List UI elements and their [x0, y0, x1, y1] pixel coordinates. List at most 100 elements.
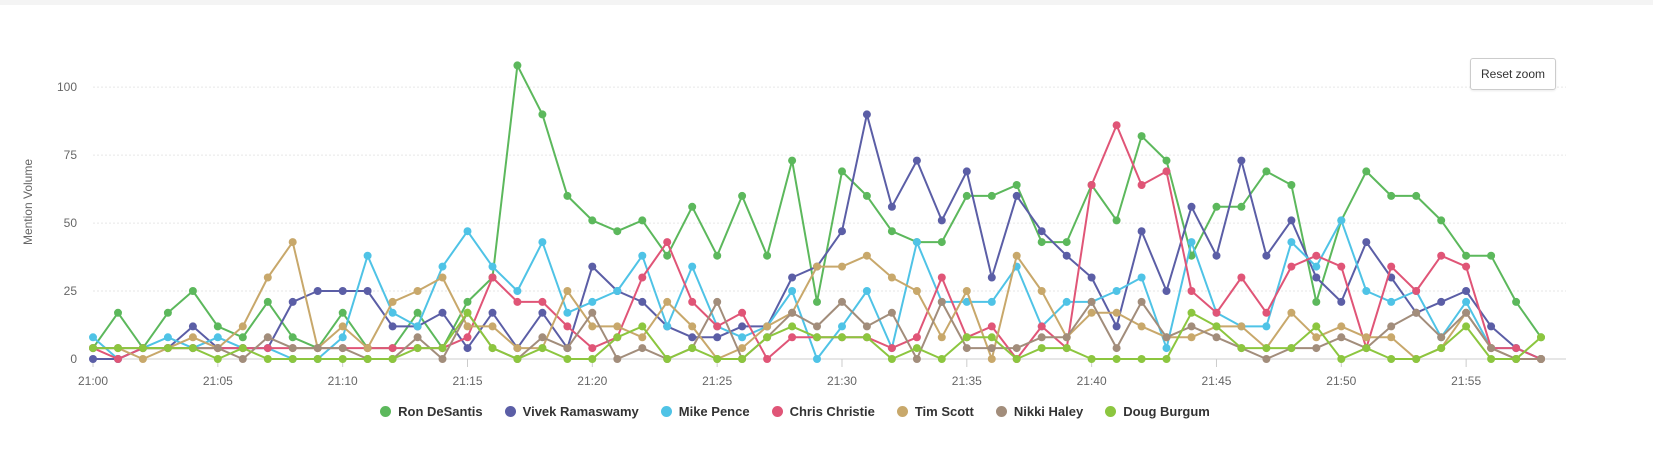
data-point[interactable] [238, 355, 247, 363]
data-point[interactable] [1337, 262, 1346, 271]
data-point[interactable] [638, 344, 647, 353]
data-point[interactable] [1162, 156, 1171, 165]
data-point[interactable] [438, 355, 447, 363]
data-point[interactable] [288, 344, 297, 353]
data-point[interactable] [713, 251, 722, 260]
data-point[interactable] [1337, 333, 1346, 342]
data-point[interactable] [937, 355, 946, 363]
data-point[interactable] [1487, 251, 1496, 260]
data-point[interactable] [89, 344, 97, 353]
data-point[interactable] [288, 355, 297, 363]
data-point[interactable] [388, 322, 397, 331]
data-point[interactable] [613, 333, 622, 342]
data-point[interactable] [1337, 322, 1346, 331]
data-point[interactable] [413, 287, 422, 295]
data-point[interactable] [1237, 322, 1246, 331]
data-point[interactable] [563, 191, 572, 200]
data-point[interactable] [962, 191, 971, 200]
data-point[interactable] [1487, 355, 1496, 363]
data-point[interactable] [1037, 333, 1046, 342]
data-point[interactable] [363, 251, 372, 260]
data-point[interactable] [263, 333, 272, 342]
data-point[interactable] [638, 273, 647, 282]
data-point[interactable] [1262, 322, 1271, 331]
data-point[interactable] [538, 308, 547, 317]
data-point[interactable] [1237, 273, 1246, 282]
data-point[interactable] [114, 355, 122, 363]
data-point[interactable] [987, 273, 996, 282]
data-point[interactable] [1162, 344, 1171, 353]
data-point[interactable] [413, 322, 422, 331]
data-point[interactable] [1237, 156, 1246, 165]
data-point[interactable] [288, 238, 297, 247]
data-point[interactable] [1137, 181, 1146, 189]
data-point[interactable] [513, 287, 522, 295]
data-point[interactable] [1237, 344, 1246, 353]
data-point[interactable] [163, 333, 172, 342]
data-point[interactable] [263, 297, 272, 306]
data-point[interactable] [563, 344, 572, 353]
data-point[interactable] [1337, 297, 1346, 306]
data-point[interactable] [513, 297, 522, 306]
data-point[interactable] [738, 333, 747, 342]
data-point[interactable] [413, 308, 422, 317]
data-point[interactable] [613, 355, 622, 363]
data-point[interactable] [788, 308, 797, 317]
data-point[interactable] [1212, 308, 1221, 317]
data-point[interactable] [838, 262, 846, 271]
data-point[interactable] [788, 287, 797, 295]
data-point[interactable] [1212, 322, 1221, 331]
data-point[interactable] [538, 333, 547, 342]
data-point[interactable] [1162, 167, 1171, 176]
data-point[interactable] [1312, 333, 1321, 342]
data-point[interactable] [887, 273, 896, 282]
data-point[interactable] [1362, 287, 1371, 295]
data-point[interactable] [588, 355, 597, 363]
data-point[interactable] [1387, 262, 1396, 271]
data-point[interactable] [688, 344, 697, 353]
data-point[interactable] [538, 238, 547, 247]
data-point[interactable] [1462, 262, 1471, 271]
data-point[interactable] [1187, 202, 1196, 211]
data-point[interactable] [1287, 344, 1296, 353]
data-point[interactable] [89, 355, 97, 363]
data-point[interactable] [838, 167, 846, 176]
data-point[interactable] [188, 287, 197, 295]
data-point[interactable] [1287, 181, 1296, 189]
data-point[interactable] [1112, 287, 1121, 295]
data-point[interactable] [1287, 216, 1296, 225]
data-point[interactable] [1062, 344, 1071, 353]
data-point[interactable] [1462, 297, 1471, 306]
data-point[interactable] [588, 262, 597, 271]
data-point[interactable] [1112, 308, 1121, 317]
data-point[interactable] [463, 333, 472, 342]
data-point[interactable] [138, 355, 147, 363]
data-point[interactable] [1212, 333, 1221, 342]
data-point[interactable] [1187, 322, 1196, 331]
data-point[interactable] [1112, 121, 1121, 130]
data-point[interactable] [338, 308, 347, 317]
data-point[interactable] [213, 333, 222, 342]
data-point[interactable] [887, 227, 896, 236]
data-point[interactable] [1412, 308, 1421, 317]
data-point[interactable] [388, 355, 397, 363]
data-point[interactable] [363, 287, 372, 295]
data-point[interactable] [1087, 355, 1096, 363]
data-point[interactable] [588, 308, 597, 317]
data-point[interactable] [1262, 251, 1271, 260]
data-point[interactable] [1062, 297, 1071, 306]
data-point[interactable] [838, 227, 846, 236]
legend-item-doug-burgum[interactable]: Doug Burgum [1105, 404, 1210, 419]
data-point[interactable] [188, 333, 197, 342]
data-point[interactable] [1237, 202, 1246, 211]
data-point[interactable] [1462, 287, 1471, 295]
data-point[interactable] [738, 308, 747, 317]
data-point[interactable] [438, 273, 447, 282]
data-point[interactable] [1112, 344, 1121, 353]
data-point[interactable] [1137, 297, 1146, 306]
series-line[interactable] [93, 300, 1541, 360]
data-point[interactable] [638, 297, 647, 306]
data-point[interactable] [1187, 308, 1196, 317]
data-point[interactable] [862, 191, 871, 200]
data-point[interactable] [962, 287, 971, 295]
